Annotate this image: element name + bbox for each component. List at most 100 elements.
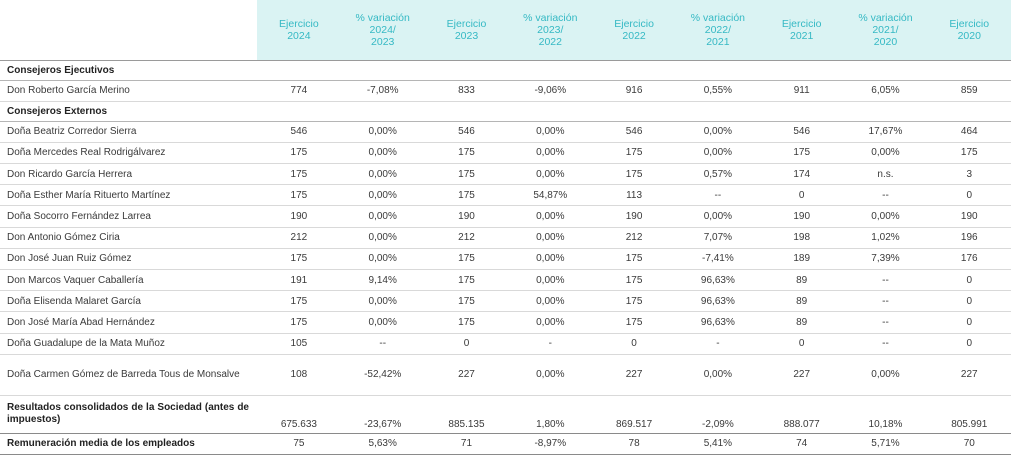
table-cell: 0,00% (675, 354, 760, 396)
member-name: Doña Esther María Rituerto Martínez (0, 184, 257, 207)
column-header-line: 2020 (873, 35, 898, 48)
average-salary-row: Remuneración media de los empleados 75 5,6… (0, 433, 1012, 455)
results-row-label: Resultados consolidados de la Sociedad (… (0, 394, 257, 434)
table-cell: 175 (424, 163, 509, 186)
table-cell: 175 (592, 311, 676, 334)
table-cell: 70 (927, 433, 1012, 455)
table-cell: 0,00% (675, 142, 760, 165)
table-cell: 190 (592, 205, 676, 228)
table-cell: 911 (759, 80, 844, 102)
table-cell: 176 (927, 248, 1012, 271)
table-cell: 10,18% (843, 394, 928, 434)
table-cell: -- (340, 333, 425, 355)
table-row: Doña Guadalupe de la Mata Muñoz 105 -- 0-0-… (0, 333, 1012, 355)
table-cell: 859 (927, 80, 1012, 102)
member-name: Don José María Abad Hernández (0, 311, 257, 334)
member-name: Doña Beatriz Corredor Sierra (0, 121, 257, 143)
section-title: Consejeros Externos (0, 101, 1012, 122)
column-header-0: Ejercicio 2024 (257, 0, 341, 61)
table-cell: 190 (257, 205, 341, 228)
table-cell: 89 (759, 311, 844, 334)
table-cell: 1,02% (843, 227, 928, 249)
table-cell: 0,00% (508, 248, 593, 271)
column-header-line: 2022 (622, 29, 646, 42)
table-row: Don José María Abad Hernández 175 0,00% 175… (0, 311, 1012, 334)
table-cell: 833 (424, 80, 509, 102)
table-cell: 175 (759, 142, 844, 165)
section-header-row: Consejeros Ejecutivos (0, 60, 1012, 81)
table-cell: 1,80% (508, 394, 593, 434)
member-name: Doña Mercedes Real Rodrigálvarez (0, 142, 257, 165)
table-cell: 916 (592, 80, 676, 102)
table-cell: 113 (592, 184, 676, 207)
column-header-line: Ejercicio (446, 17, 487, 30)
table-cell: 175 (257, 184, 341, 207)
table-cell: 212 (592, 227, 676, 249)
table-cell: 0,00% (508, 290, 593, 313)
table-cell: 17,67% (843, 121, 928, 143)
column-header-7: % variación 2021/2020 (843, 0, 928, 61)
column-header-line: % variación (523, 11, 578, 24)
table-cell: 0,00% (508, 142, 593, 165)
table-cell: 175 (592, 163, 676, 186)
table-cell: 96,63% (675, 290, 760, 313)
column-header-5: % variación 2022/2021 (675, 0, 760, 61)
column-header-line: 2021 (706, 35, 730, 48)
average-salary-row-label: Remuneración media de los empleados (0, 433, 257, 455)
table-cell: 0 (927, 311, 1012, 334)
table-cell: 175 (592, 142, 676, 165)
table-cell: 212 (257, 227, 341, 249)
table-cell: -2,09% (675, 394, 760, 434)
column-header-line: 2023 (371, 35, 395, 48)
table-cell: - (508, 333, 593, 355)
table-cell: -8,97% (508, 433, 593, 455)
member-name: Don Antonio Gómez Ciria (0, 227, 257, 249)
table-cell: 675.633 (257, 394, 341, 434)
table-cell: 71 (424, 433, 509, 455)
table-cell: 0 (927, 269, 1012, 292)
column-header-line: 2021/ (872, 23, 899, 36)
section-header-row: Consejeros Externos (0, 101, 1012, 122)
table-cell: 5,71% (843, 433, 928, 455)
table-cell: 175 (424, 184, 509, 207)
table-cell: 0 (592, 333, 676, 355)
table-cell: -- (843, 269, 928, 292)
table-cell: 74 (759, 433, 844, 455)
table-cell: 888.077 (759, 394, 844, 434)
table-cell: 175 (257, 163, 341, 186)
table-cell: 0,00% (843, 142, 928, 165)
table-row: Doña Elisenda Malaret García 175 0,00% 175 0… (0, 290, 1012, 313)
table-cell: 869.517 (592, 394, 676, 434)
table-cell: 5,63% (340, 433, 425, 455)
table-cell: 96,63% (675, 269, 760, 292)
table-cell: 805.991 (927, 394, 1012, 434)
member-name: Don Roberto García Merino (0, 80, 257, 102)
table-cell: 6,05% (843, 80, 928, 102)
table-cell: 196 (927, 227, 1012, 249)
table-cell: 190 (759, 205, 844, 228)
table-cell: 175 (424, 311, 509, 334)
column-header-line: 2023/ (537, 23, 564, 36)
table-row: Doña Mercedes Real Rodrigálvarez 175 0,00%… (0, 142, 1012, 165)
table-cell: 78 (592, 433, 676, 455)
column-header-1: % variación 2024/2023 (340, 0, 425, 61)
column-header-line: Ejercicio (614, 17, 654, 30)
table-row: Don Roberto García Merino 774 -7,08% 833 -9,… (0, 80, 1012, 102)
table-cell: 0,00% (508, 121, 593, 143)
column-header-line: Ejercicio (949, 17, 990, 30)
table-cell: n.s. (843, 163, 928, 186)
table-cell: 175 (257, 311, 341, 334)
table-cell: 174 (759, 163, 844, 186)
column-header-4: Ejercicio 2022 (592, 0, 676, 61)
table-cell: 7,07% (675, 227, 760, 249)
table-cell: -- (843, 311, 928, 334)
table-cell: 175 (424, 290, 509, 313)
table-cell: -52,42% (340, 354, 425, 396)
column-header-line: % variación (690, 11, 746, 24)
table-cell: 227 (759, 354, 844, 396)
table-cell: 89 (759, 290, 844, 313)
member-name: Doña Elisenda Malaret García (0, 290, 257, 313)
table-cell: -- (843, 333, 928, 355)
table-cell: 227 (927, 354, 1012, 396)
